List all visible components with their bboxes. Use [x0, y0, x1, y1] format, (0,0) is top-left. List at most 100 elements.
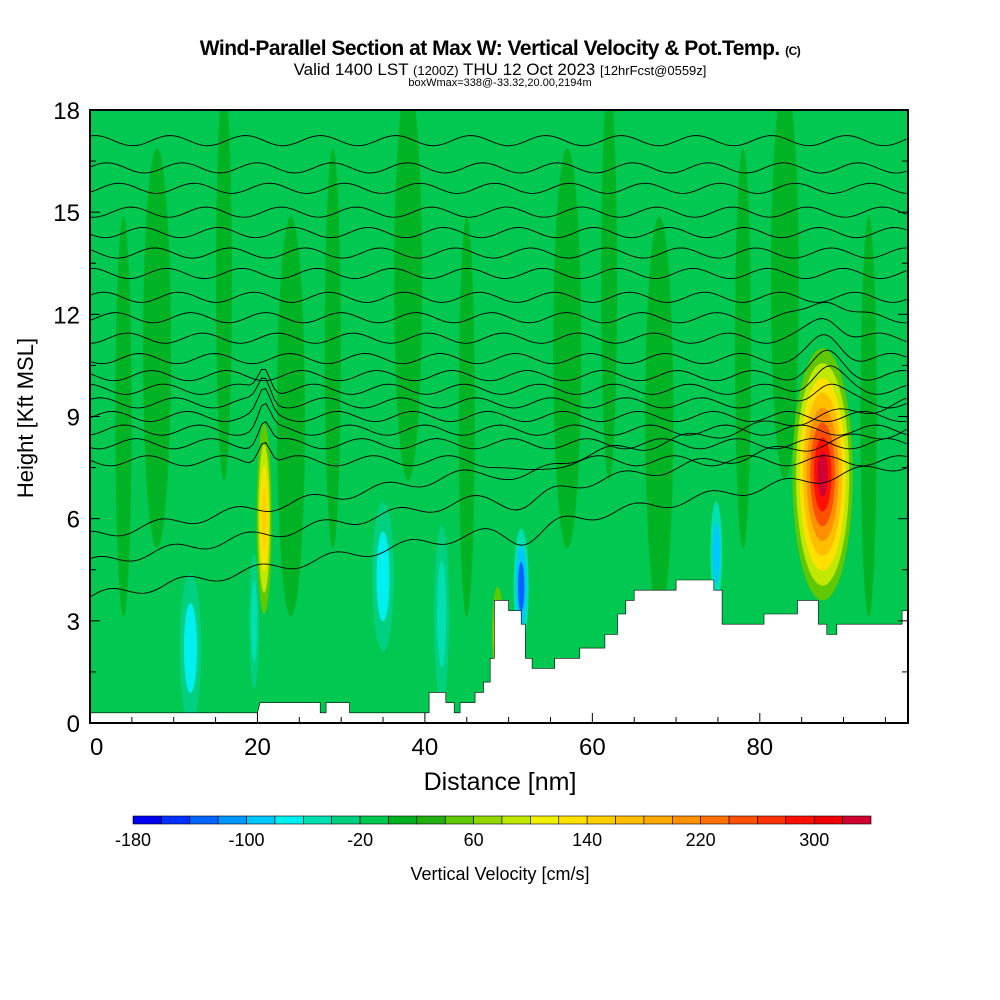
- isentrope-line: [90, 377, 907, 409]
- colorbar-swatch: [189, 815, 219, 825]
- colorbar-swatch: [331, 815, 361, 825]
- isentrope-line: [90, 388, 907, 423]
- colorbar-swatch: [757, 815, 787, 825]
- downdraft-contour: [712, 522, 720, 584]
- isentrope-line: [90, 420, 907, 450]
- weak-updraft-streak: [115, 216, 132, 617]
- colorbar-tick-label: -20: [347, 830, 373, 850]
- isentrope-line: [90, 397, 907, 537]
- weak-updraft-streak: [735, 148, 752, 549]
- x-tick-label: 40: [412, 734, 439, 761]
- colorbar-tick-label: -180: [115, 830, 151, 850]
- y-tick-label: 0: [67, 711, 80, 738]
- chart-title: Wind-Parallel Section at Max W: Vertical…: [0, 37, 1000, 61]
- isentrope-line: [90, 206, 907, 218]
- colorbar-swatch: [558, 815, 588, 825]
- y-axis-label: Height [Kft MSL]: [13, 338, 38, 498]
- subtitle-forecast: [12hrFcst@0559z]: [599, 63, 707, 78]
- isentrope-line: [90, 429, 907, 562]
- weak-updraft-streak: [276, 216, 305, 617]
- isentrope-line: [90, 227, 907, 239]
- colorbar-swatch: [813, 815, 843, 825]
- subtitle-date: THU 12 Oct 2023: [462, 60, 596, 79]
- weak-updraft-streak: [645, 216, 674, 617]
- y-tick-label: 6: [67, 507, 80, 534]
- colorbar-swatch: [388, 815, 418, 825]
- subtitle-valid: Valid 1400 LST: [293, 60, 409, 79]
- colorbar-label: Vertical Velocity [cm/s]: [410, 864, 589, 884]
- weak-updraft-streak: [458, 216, 475, 617]
- x-tick-label: 80: [746, 734, 773, 761]
- y-tick-label: 9: [67, 405, 80, 432]
- weak-updraft-streak: [601, 110, 618, 481]
- y-tick-label: 15: [53, 200, 80, 227]
- isentrope-line: [90, 247, 907, 259]
- colorbar-swatch: [785, 815, 815, 825]
- updraft-contour: [817, 452, 828, 497]
- isentrope-line: [90, 162, 907, 174]
- updraft-contour: [261, 486, 267, 551]
- y-tick-label: 12: [53, 302, 80, 329]
- colorbar-swatch: [274, 815, 304, 825]
- title-text: Wind-Parallel Section at Max W: Vertical…: [199, 37, 781, 60]
- colorbar-swatch: [842, 815, 872, 825]
- isentrope-line: [90, 441, 907, 470]
- downdraft-contour: [517, 561, 525, 612]
- colorbar-tick-label: 300: [799, 830, 829, 850]
- subtitle-utc: (1200Z): [413, 63, 459, 78]
- axes: 0 20 40 60 80 0 3 6 9 12 15 18: [53, 98, 908, 761]
- chart-subtitle-2: boxWmax=338@-33.32,20.00,2194m: [408, 77, 592, 89]
- colorbar-swatch: [530, 815, 560, 825]
- downdraft-contour: [376, 531, 390, 622]
- isentrope-line: [90, 365, 907, 395]
- isentrope-line: [90, 301, 907, 324]
- weak-updraft-streak: [215, 110, 232, 481]
- x-axis-label: Distance [nm]: [424, 768, 577, 796]
- colorbar-swatch: [700, 815, 730, 825]
- weak-updraft-streak: [142, 148, 171, 549]
- colorbar-swatch: [643, 815, 673, 825]
- downdraft-contour: [183, 603, 198, 694]
- colorbar-swatch: [672, 815, 701, 825]
- colorbar-swatch: [132, 815, 162, 825]
- x-tick-label: 20: [244, 734, 271, 761]
- weak-updraft-streak: [394, 110, 423, 481]
- colorbar-swatch: [161, 815, 191, 825]
- isentrope-line: [90, 402, 907, 436]
- downdraft-contour: [251, 579, 258, 662]
- isentrope-line: [90, 465, 907, 598]
- colorbar-tick-label: 140: [572, 830, 602, 850]
- title-mark: (C): [785, 44, 801, 58]
- colorbar: -180 -100 -20 60 140 220 300: [115, 815, 872, 850]
- colorbar-tick-label: -100: [229, 830, 265, 850]
- chart-subtitle: Valid 1400 LST (1200Z) THU 12 Oct 2023 […: [0, 60, 1000, 80]
- isentrope-line: [90, 135, 907, 147]
- colorbar-swatch: [444, 815, 474, 825]
- isentrope-line: [90, 334, 907, 365]
- weak-updraft-streak: [324, 148, 341, 549]
- weak-updraft-streak: [860, 216, 877, 617]
- colorbar-swatch: [615, 815, 645, 825]
- isentrope-line: [90, 291, 907, 303]
- colorbar-swatch: [473, 815, 503, 825]
- isentropes: [90, 135, 907, 598]
- colorbar-swatch: [303, 815, 332, 825]
- colorbar-swatch: [416, 815, 446, 825]
- x-tick-label: 60: [579, 734, 606, 761]
- y-tick-label: 3: [67, 609, 80, 636]
- isentrope-line: [90, 318, 907, 344]
- downdraft-contour: [437, 560, 447, 668]
- isentrope-line: [90, 349, 907, 382]
- colorbar-tick-label: 220: [686, 830, 716, 850]
- colorbar-swatch: [359, 815, 389, 825]
- terrain: [90, 579, 908, 723]
- weak-updraft-streak: [553, 148, 582, 549]
- isentrope-line: [90, 267, 907, 280]
- terrain-mask: [90, 579, 908, 723]
- colorbar-swatch: [728, 815, 758, 825]
- colorbar-swatch: [217, 815, 247, 825]
- colorbar-swatch: [246, 815, 276, 825]
- y-tick-label: 18: [53, 98, 80, 125]
